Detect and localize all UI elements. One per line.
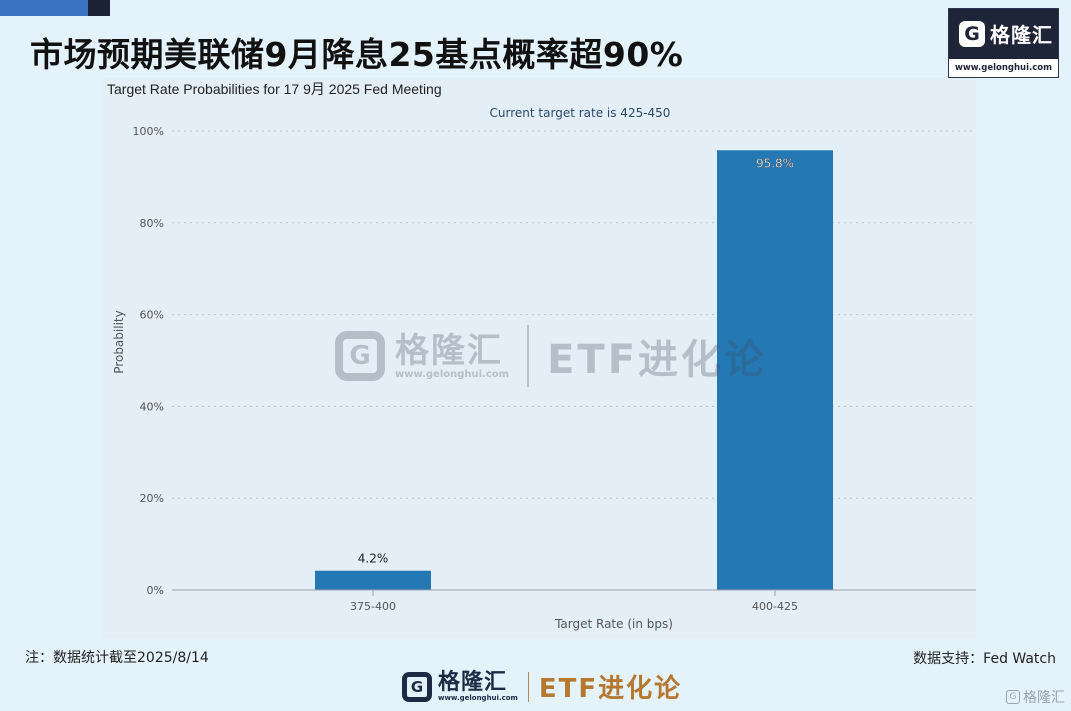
corner-watermark-text: 格隆汇	[1023, 690, 1065, 706]
y-tick-label: 60%	[140, 309, 164, 322]
footer-brand: G 格隆汇 www.gelonghui.com ETF进化论	[402, 668, 682, 705]
y-tick-label: 20%	[140, 492, 164, 505]
brand-url: www.gelonghui.com	[949, 59, 1058, 77]
x-tick-label: 400-425	[752, 600, 798, 613]
corner-watermark: G 格隆汇	[1006, 687, 1065, 707]
y-tick-label: 40%	[140, 400, 164, 413]
y-tick-label: 100%	[133, 125, 164, 138]
footnote: 注：数据统计截至2025/8/14	[25, 650, 209, 666]
bar-value-label: 95.8%	[756, 156, 794, 170]
brand-g-icon: G	[959, 20, 985, 47]
data-source: 数据支持：Fed Watch	[913, 651, 1056, 667]
bar-chart: Target Rate Probabilities for 17 9月 2025…	[107, 81, 976, 631]
y-tick-label: 80%	[140, 217, 164, 230]
bar[interactable]	[717, 150, 833, 590]
footer-brand-url: www.gelonghui.com	[438, 693, 518, 702]
y-axis-label: Probability	[112, 310, 126, 373]
footer-divider	[527, 671, 529, 702]
chart-subtitle: Current target rate is 425-450	[490, 106, 671, 120]
chart-panel: Target Rate Probabilities for 17 9月 2025…	[102, 79, 976, 639]
bar[interactable]	[315, 570, 431, 590]
chart-title: Target Rate Probabilities for 17 9月 2025…	[107, 81, 442, 97]
y-tick-label: 0%	[147, 584, 164, 597]
footer-etf: ETF进化论	[538, 674, 683, 704]
bar-value-label: 4.2%	[358, 552, 389, 566]
footer-brand-name: 格隆汇	[438, 669, 508, 695]
brand-name: 格隆汇	[990, 23, 1053, 47]
x-axis-label: Target Rate (in bps)	[554, 617, 673, 631]
page-title: 市场预期美联储9月降息25基点概率超90%	[30, 35, 684, 74]
corner-accent-bar-dark	[88, 0, 110, 16]
x-tick-label: 375-400	[350, 600, 396, 613]
corner-g-icon: G	[1006, 690, 1020, 704]
brand-logo: G 格隆汇 www.gelonghui.com	[948, 8, 1059, 78]
corner-accent-bar	[0, 0, 88, 16]
footer-g-icon: G	[402, 671, 432, 702]
